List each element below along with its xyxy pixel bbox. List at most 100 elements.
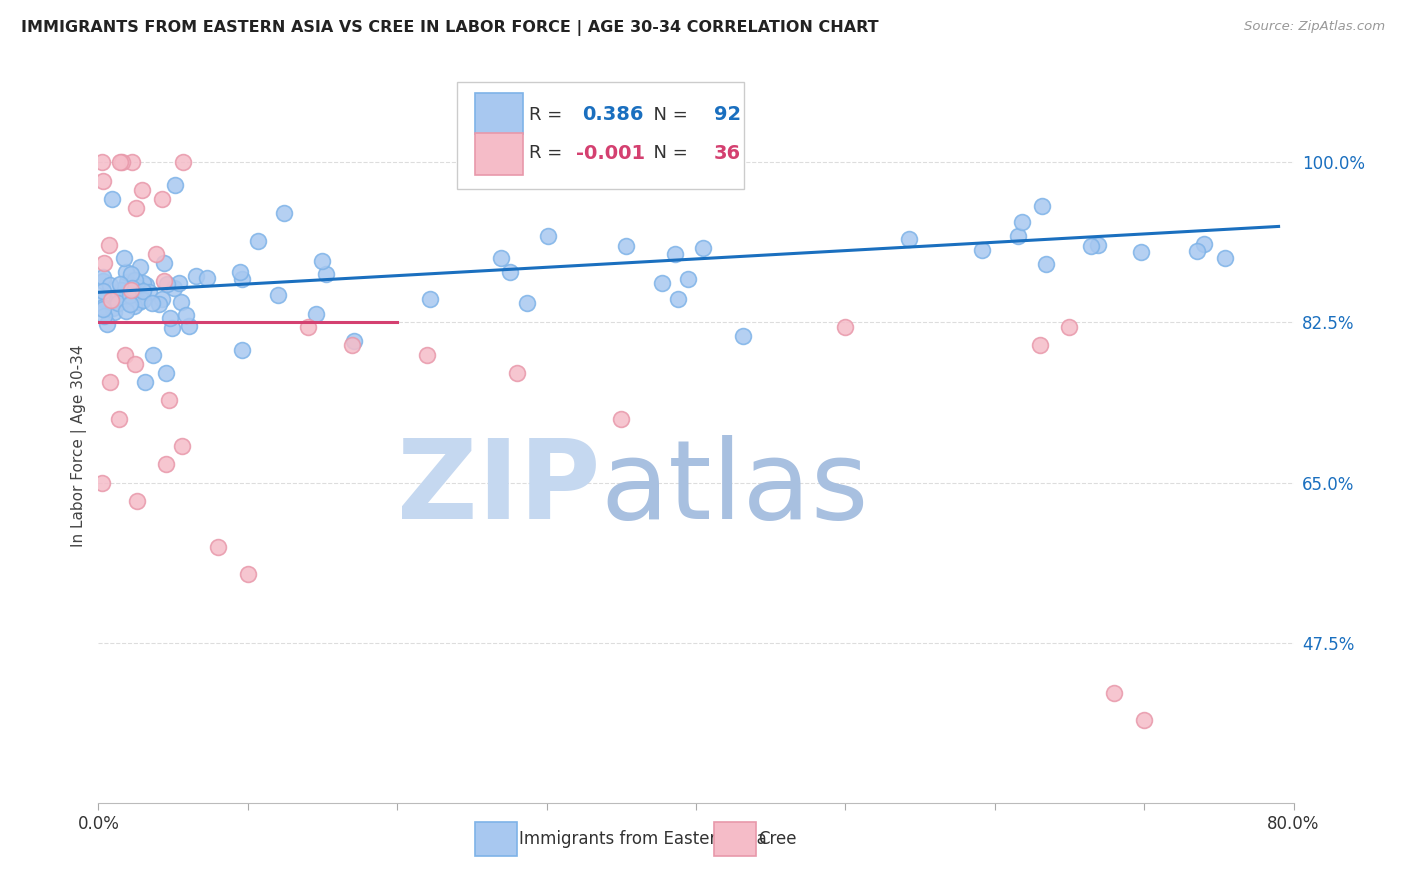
Point — [124, 287, 146, 301]
Point — [91, 274, 114, 288]
Point — [311, 253, 333, 268]
Text: R =: R = — [529, 106, 568, 124]
Point — [305, 307, 328, 321]
Point — [142, 347, 165, 361]
Point — [1192, 237, 1215, 252]
Point — [91, 155, 114, 169]
Point — [342, 338, 364, 352]
Point — [110, 155, 132, 169]
Point — [499, 265, 522, 279]
Point — [731, 329, 754, 343]
Point — [834, 320, 856, 334]
Point — [132, 284, 155, 298]
Point — [155, 458, 177, 472]
Point — [1031, 199, 1053, 213]
Point — [120, 267, 142, 281]
Point — [110, 277, 132, 291]
Point — [129, 290, 152, 304]
Point — [195, 270, 218, 285]
Point — [676, 272, 699, 286]
Point — [150, 192, 173, 206]
Point — [1080, 239, 1102, 253]
Text: atlas: atlas — [600, 435, 869, 542]
Point — [153, 274, 176, 288]
Point — [207, 540, 229, 554]
Text: Cree: Cree — [758, 830, 797, 848]
Point — [342, 334, 364, 348]
Point — [121, 280, 143, 294]
Point — [153, 255, 176, 269]
Point — [115, 293, 138, 307]
Text: Source: ZipAtlas.com: Source: ZipAtlas.com — [1244, 20, 1385, 33]
Point — [177, 318, 200, 333]
Point — [159, 311, 181, 326]
Point — [108, 411, 131, 425]
Text: Immigrants from Eastern Asia: Immigrants from Eastern Asia — [519, 830, 766, 848]
Point — [172, 155, 194, 169]
Point — [174, 308, 197, 322]
Point — [91, 284, 114, 298]
Point — [91, 475, 114, 490]
Point — [1087, 238, 1109, 252]
Point — [666, 292, 689, 306]
FancyBboxPatch shape — [475, 134, 523, 175]
Point — [516, 295, 538, 310]
Point — [127, 280, 149, 294]
Point — [315, 267, 337, 281]
Point — [122, 273, 145, 287]
Point — [96, 317, 118, 331]
Point — [120, 284, 142, 298]
Point — [170, 294, 193, 309]
Point — [115, 276, 138, 290]
Point — [121, 155, 143, 169]
Point — [170, 439, 193, 453]
Point — [236, 567, 259, 582]
Text: N =: N = — [643, 145, 693, 162]
Point — [120, 297, 142, 311]
Point — [114, 347, 136, 361]
Point — [1011, 215, 1033, 229]
Text: 0.386: 0.386 — [582, 105, 644, 124]
Point — [107, 287, 129, 301]
Text: ZIP: ZIP — [396, 435, 600, 542]
Point — [105, 293, 128, 307]
FancyBboxPatch shape — [714, 822, 756, 856]
Point — [537, 228, 560, 243]
Point — [489, 251, 512, 265]
Point — [124, 357, 146, 371]
Point — [114, 252, 136, 266]
Point — [103, 304, 125, 318]
Point — [898, 232, 921, 246]
FancyBboxPatch shape — [475, 822, 517, 856]
Point — [114, 265, 136, 279]
Text: N =: N = — [643, 106, 693, 124]
Point — [91, 270, 114, 285]
Point — [418, 293, 440, 307]
Point — [297, 320, 319, 334]
Point — [162, 321, 184, 335]
Text: 36: 36 — [714, 144, 741, 163]
Point — [128, 295, 150, 310]
Point — [91, 292, 114, 306]
Point — [610, 411, 633, 425]
Point — [416, 347, 439, 361]
Point — [98, 277, 121, 292]
Point — [231, 343, 253, 357]
Point — [167, 277, 190, 291]
Point — [91, 302, 114, 317]
FancyBboxPatch shape — [457, 82, 744, 189]
FancyBboxPatch shape — [475, 93, 523, 134]
Point — [1129, 244, 1152, 259]
Point — [1133, 714, 1156, 728]
Point — [972, 244, 994, 258]
Point — [247, 234, 270, 248]
Point — [163, 281, 186, 295]
Text: IMMIGRANTS FROM EASTERN ASIA VS CREE IN LABOR FORCE | AGE 30-34 CORRELATION CHAR: IMMIGRANTS FROM EASTERN ASIA VS CREE IN … — [21, 20, 879, 36]
Y-axis label: In Labor Force | Age 30-34: In Labor Force | Age 30-34 — [72, 344, 87, 548]
Point — [141, 295, 163, 310]
Point — [155, 366, 177, 380]
Point — [266, 287, 288, 301]
Point — [107, 295, 129, 310]
Point — [229, 264, 252, 278]
Point — [91, 300, 114, 314]
